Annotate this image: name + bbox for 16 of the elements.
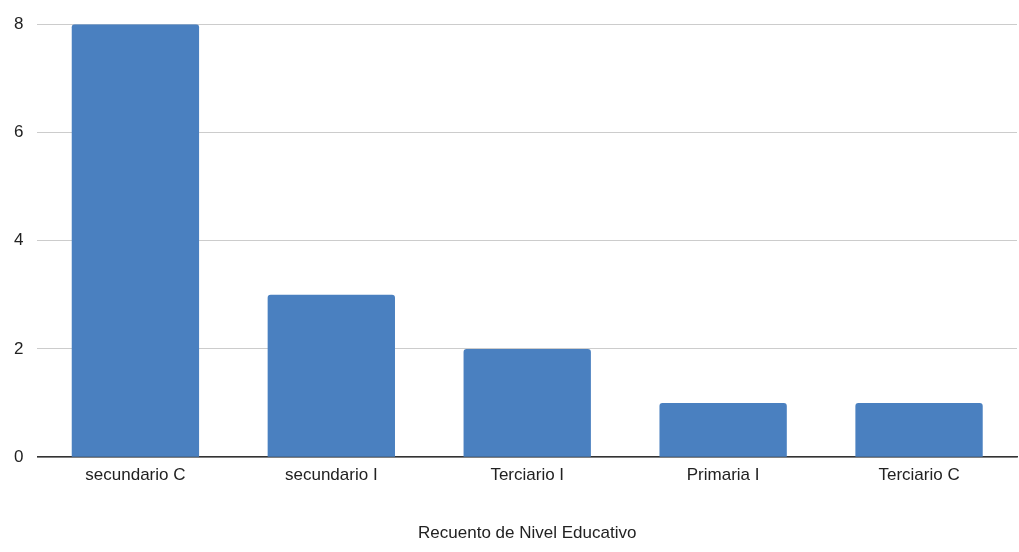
bar (71, 24, 200, 457)
bar (659, 403, 787, 457)
y-tick-label: 2 (13, 338, 24, 358)
bar (267, 294, 395, 457)
y-tick-label: 4 (13, 230, 24, 250)
x-axis-title: Recuento de Nivel Educativo (418, 523, 637, 543)
x-tick-label: secundario C (85, 465, 186, 485)
x-tick-label: Terciario I (490, 465, 565, 485)
bar (463, 348, 591, 457)
x-tick-label: Terciario C (878, 465, 960, 485)
y-tick-label: 0 (13, 446, 24, 466)
y-tick-label: 8 (13, 13, 24, 33)
y-tick-label: 6 (13, 122, 24, 142)
bar (855, 403, 983, 457)
x-tick-label: Primaria I (686, 465, 760, 485)
x-tick-label: secundario I (285, 465, 378, 485)
